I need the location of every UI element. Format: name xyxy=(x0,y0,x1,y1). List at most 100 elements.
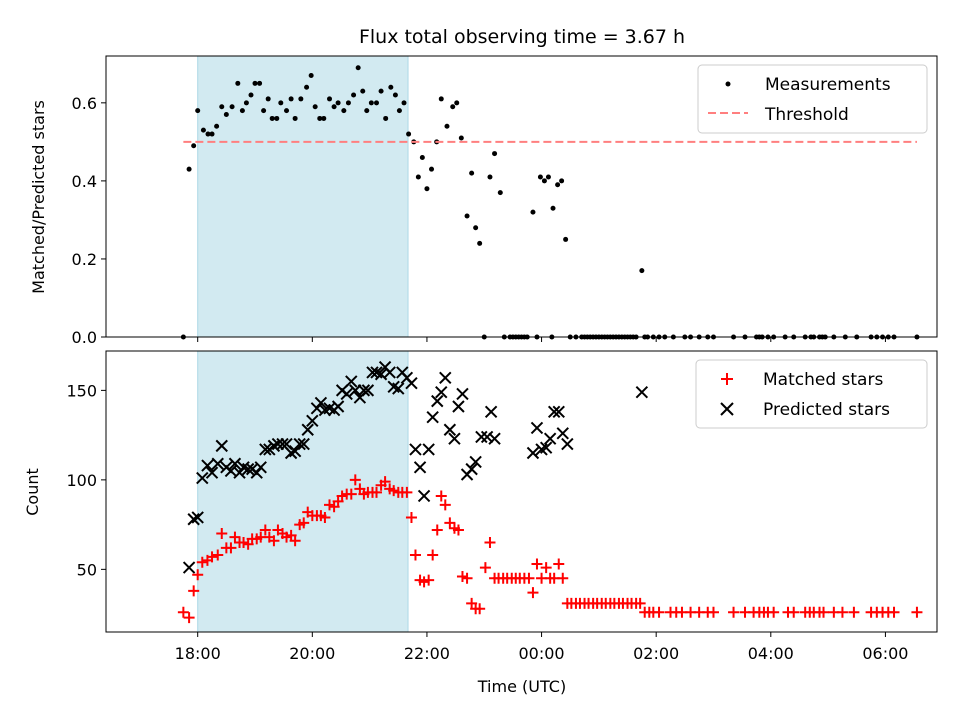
data-point xyxy=(473,225,479,231)
data-point xyxy=(443,423,457,436)
data-point xyxy=(480,430,494,444)
plot-frame xyxy=(105,55,938,338)
bottom-panel: 50 100 150 xyxy=(66,350,938,637)
data-point xyxy=(479,562,491,574)
data-point xyxy=(211,457,224,470)
data-point xyxy=(431,394,444,408)
x-tick-label: 04:00 xyxy=(748,644,794,663)
data-point xyxy=(406,131,412,137)
data-point xyxy=(317,115,323,121)
data-point xyxy=(219,104,225,110)
data-point xyxy=(288,96,294,102)
data-point xyxy=(537,174,543,180)
data-point xyxy=(487,174,493,180)
data-point xyxy=(888,606,900,618)
data-point xyxy=(484,405,498,419)
legend-marker-measurements xyxy=(725,81,731,87)
data-point xyxy=(484,537,496,549)
data-point xyxy=(368,100,374,106)
data-point xyxy=(454,100,460,106)
data-point xyxy=(200,127,206,133)
data-point xyxy=(413,461,427,474)
data-point xyxy=(848,606,860,618)
top-y-axis-label: Matched/Predicted stars xyxy=(29,100,48,294)
chart-title: Flux total observing time = 3.67 h xyxy=(359,26,685,48)
data-point xyxy=(288,445,302,458)
data-point xyxy=(530,209,536,215)
data-point xyxy=(205,131,211,137)
data-point xyxy=(357,384,371,397)
data-point xyxy=(836,606,848,618)
data-point xyxy=(223,112,229,118)
data-point xyxy=(187,513,200,526)
data-point xyxy=(555,182,561,188)
data-point xyxy=(396,108,402,114)
data-point xyxy=(415,174,421,180)
data-point xyxy=(540,562,552,574)
data-point xyxy=(195,108,201,114)
data-point xyxy=(196,556,208,568)
legend-marker-matched-stars xyxy=(721,373,733,385)
bottom-y-axis-label: Count xyxy=(23,468,42,516)
data-point xyxy=(308,73,314,79)
data-point xyxy=(177,606,189,618)
data-point xyxy=(475,430,488,444)
data-point xyxy=(541,178,547,184)
data-point xyxy=(553,558,565,570)
data-point xyxy=(448,432,461,445)
data-point xyxy=(345,488,357,500)
data-point xyxy=(456,387,469,401)
data-point xyxy=(374,100,380,106)
data-point xyxy=(527,587,539,599)
y-tick-label: 0.4 xyxy=(72,172,97,191)
data-point xyxy=(280,437,293,451)
data-point xyxy=(259,443,272,456)
data-point xyxy=(186,166,192,172)
data-point xyxy=(465,462,478,476)
data-point xyxy=(239,108,245,114)
data-point xyxy=(349,474,361,486)
data-point xyxy=(531,558,543,570)
data-point xyxy=(192,569,204,581)
x-axis: 18:00 20:00 22:00 00:00 02:00 04:00 06:00 xyxy=(175,644,909,663)
bottom-legend: Matched stars Predicted stars xyxy=(695,359,928,429)
data-point xyxy=(351,92,357,98)
data-point xyxy=(461,572,473,584)
data-point xyxy=(278,100,284,106)
data-point xyxy=(383,115,389,121)
data-point xyxy=(392,92,398,98)
data-point xyxy=(301,423,314,436)
data-point xyxy=(559,178,565,184)
data-point xyxy=(530,421,544,435)
data-point xyxy=(314,396,328,410)
data-point xyxy=(435,490,447,502)
data-point xyxy=(545,174,551,180)
data-point xyxy=(417,489,431,503)
top-legend-box xyxy=(697,64,928,134)
data-point xyxy=(474,603,486,615)
data-point xyxy=(911,606,923,618)
data-point xyxy=(298,517,310,529)
data-point xyxy=(229,104,235,110)
data-point xyxy=(818,606,830,618)
data-point xyxy=(419,154,425,160)
data-point xyxy=(331,104,337,110)
data-point xyxy=(268,535,280,547)
data-point xyxy=(547,405,561,419)
data-point xyxy=(335,100,341,106)
data-point xyxy=(182,561,196,574)
data-point xyxy=(298,96,304,102)
data-point xyxy=(292,115,298,121)
y-tick-label: 100 xyxy=(66,471,97,490)
data-point xyxy=(409,443,422,456)
data-point xyxy=(444,123,450,129)
legend-label-matched-stars: Matched stars xyxy=(763,370,883,390)
data-point xyxy=(439,371,452,385)
data-point xyxy=(458,135,464,141)
data-point xyxy=(409,549,421,561)
data-point xyxy=(243,100,249,106)
data-point xyxy=(341,108,347,114)
data-point xyxy=(191,511,204,524)
plot-frame xyxy=(105,350,938,633)
data-point xyxy=(405,377,418,390)
